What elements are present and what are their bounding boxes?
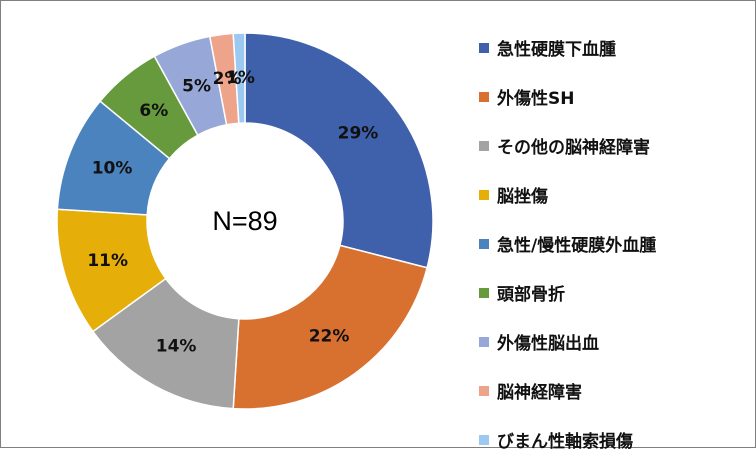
legend-swatch-3: [479, 189, 489, 200]
legend: 急性硬膜下血腫 外傷性SH その他の脳神経障害 脳挫傷急性/慢性硬膜外血腫 頭部骨折外傷…: [479, 23, 656, 464]
slice-label-0: 29%: [338, 123, 379, 143]
slice-0: [244, 32, 434, 269]
legend-item-7: 脳神経障害: [479, 366, 656, 415]
legend-item-1: 外傷性SH: [479, 72, 656, 121]
legend-swatch-5: [479, 287, 489, 298]
legend-label-0: 急性硬膜下血腫: [497, 40, 616, 60]
legend-item-0: 急性硬膜下血腫: [479, 23, 656, 72]
legend-item-4: 急性/慢性硬膜外血腫: [479, 219, 656, 268]
center-label: N=89: [212, 206, 277, 236]
legend-label-8: びまん性軸索損傷: [497, 432, 633, 452]
legend-swatch-7: [479, 385, 489, 396]
legend-label-6: 外傷性脳出血: [497, 334, 599, 354]
legend-swatch-6: [479, 336, 489, 347]
slice-label-6: 5%: [182, 76, 211, 96]
slice-label-3: 11%: [87, 251, 128, 271]
legend-swatch-0: [479, 42, 489, 53]
legend-label-5: 頭部骨折: [497, 285, 565, 305]
legend-label-3: 脳挫傷: [497, 187, 548, 207]
legend-swatch-8: [479, 434, 489, 445]
legend-item-3: 脳挫傷: [479, 170, 656, 219]
legend-swatch-2: [479, 140, 489, 151]
slice-label-5: 6%: [139, 101, 168, 121]
donut-chart: 29% 22% 14% 11% 10% 6% 5% 2%1% N=89: [56, 32, 434, 410]
slice-label-1: 22%: [309, 327, 350, 347]
slice-label-8: 1%: [226, 68, 255, 88]
legend-item-5: 頭部骨折: [479, 268, 656, 317]
legend-label-1: 外傷性SH: [497, 89, 575, 109]
slice-8: [232, 32, 246, 124]
legend-item-6: 外傷性脳出血: [479, 317, 656, 366]
slice-label-4: 10%: [92, 158, 133, 178]
legend-item-2: その他の脳神経障害: [479, 121, 656, 170]
slice-label-2: 14%: [156, 336, 197, 356]
legend-label-7: 脳神経障害: [497, 383, 582, 403]
legend-label-4: 急性/慢性硬膜外血腫: [497, 236, 657, 256]
slice-label-7: 2%: [213, 69, 242, 89]
legend-item-8: びまん性軸索損傷: [479, 415, 656, 464]
legend-swatch-4: [479, 238, 489, 249]
chart-area: 29% 22% 14% 11% 10% 6% 5% 2% 1% N=89 急性硬膜下血腫 外傷性S…: [0, 0, 756, 452]
legend-label-2: その他の脳神経障害: [497, 138, 650, 158]
legend-swatch-1: [479, 91, 489, 102]
slice-1: [232, 244, 429, 410]
